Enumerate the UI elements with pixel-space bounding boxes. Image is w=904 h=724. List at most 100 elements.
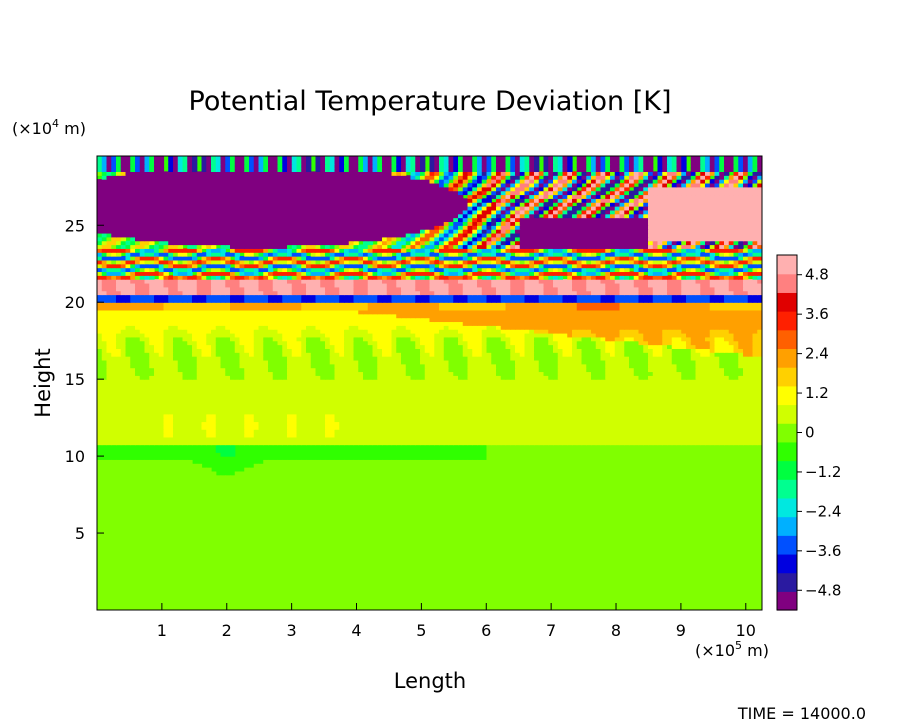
heatmap-cell [572, 498, 578, 503]
heatmap-cell [320, 536, 326, 542]
heatmap-cell [562, 540, 568, 546]
heatmap-cell [534, 606, 540, 610]
heatmap-cell [101, 525, 108, 530]
heatmap-cell [648, 509, 654, 515]
heatmap-cell [681, 540, 687, 546]
heatmap-cell [225, 483, 231, 488]
heatmap-cell [116, 533, 122, 538]
heatmap-cell [648, 517, 654, 523]
heatmap-cell [348, 536, 355, 542]
heatmap-cell [325, 506, 331, 511]
heatmap-cell [572, 590, 578, 596]
heatmap-cell [496, 521, 502, 526]
heatmap-cell [277, 517, 283, 523]
heatmap-cell [253, 552, 260, 557]
heatmap-cell [215, 583, 222, 588]
heatmap-cell [192, 486, 198, 492]
heatmap-cell [215, 586, 222, 592]
heatmap-cell [709, 483, 716, 488]
heatmap-cell [386, 529, 393, 534]
heatmap-cell [325, 483, 331, 488]
heatmap-cell [206, 471, 212, 476]
heatmap-cell [396, 548, 402, 553]
heatmap-cell [206, 567, 212, 573]
heatmap-cell [306, 509, 312, 515]
heatmap-cell [462, 559, 469, 565]
heatmap-cell [605, 598, 611, 603]
heatmap-cell [519, 552, 526, 557]
heatmap-cell [657, 556, 663, 561]
heatmap-cell [391, 602, 397, 607]
heatmap-cell [363, 521, 369, 526]
heatmap-cell [529, 529, 535, 534]
heatmap-cell [234, 548, 241, 553]
heatmap-cell [472, 498, 478, 503]
heatmap-cell [477, 602, 483, 607]
heatmap-cell [339, 571, 345, 576]
heatmap-cell [439, 556, 445, 561]
heatmap-cell [652, 571, 659, 576]
heatmap-cell [211, 506, 217, 511]
heatmap-cell [709, 563, 716, 569]
heatmap-cell [434, 563, 440, 569]
heatmap-cell [325, 494, 331, 500]
heatmap-cell [591, 483, 597, 488]
heatmap-cell [534, 475, 540, 480]
heatmap-cell [652, 563, 659, 569]
heatmap-cell [182, 606, 188, 610]
heatmap-cell [534, 602, 540, 607]
heatmap-cell [401, 513, 407, 519]
heatmap-cell [234, 471, 241, 476]
heatmap-cell [747, 586, 754, 592]
heatmap-cell [524, 533, 530, 538]
heatmap-cell [339, 525, 345, 530]
heatmap-cell [743, 521, 749, 526]
heatmap-cell [462, 544, 469, 550]
heatmap-cell [443, 583, 450, 588]
heatmap-cell [201, 552, 207, 557]
heatmap-cell [154, 486, 160, 492]
heatmap-cell [334, 544, 340, 550]
heatmap-cell [163, 509, 169, 515]
heatmap-cell [420, 598, 426, 603]
heatmap-cell [367, 602, 374, 607]
heatmap-cell [234, 579, 241, 584]
heatmap-cell [168, 483, 174, 488]
heatmap-cell [676, 494, 682, 500]
heatmap-cell [282, 521, 288, 526]
heatmap-cell [315, 579, 321, 584]
heatmap-cell [757, 559, 762, 565]
heatmap-cell [743, 513, 749, 519]
heatmap-cell [757, 475, 762, 480]
heatmap-cell [253, 509, 260, 515]
heatmap-cell [557, 583, 564, 588]
heatmap-cell [467, 471, 473, 476]
heatmap-cell [296, 567, 302, 573]
heatmap-cell [567, 498, 573, 503]
heatmap-cell [367, 471, 374, 476]
heatmap-cell [130, 594, 136, 600]
heatmap-cell [287, 486, 293, 492]
heatmap-cell [339, 559, 345, 565]
heatmap-cell [372, 571, 378, 576]
heatmap-cell [325, 606, 331, 610]
heatmap-cell [477, 579, 483, 584]
heatmap-cell [287, 533, 293, 538]
heatmap-cell [158, 563, 165, 569]
heatmap-cell [709, 586, 716, 592]
heatmap-cell [168, 606, 174, 610]
heatmap-cell [258, 544, 264, 550]
heatmap-cell [154, 563, 160, 569]
heatmap-cell [220, 579, 226, 584]
heatmap-cell [277, 521, 283, 526]
heatmap-cell [158, 506, 165, 511]
heatmap-cell [686, 490, 692, 496]
heatmap-cell [339, 536, 345, 542]
heatmap-cell [757, 509, 762, 515]
heatmap-cell [724, 536, 730, 542]
heatmap-cell [439, 563, 445, 569]
heatmap-cell [624, 598, 630, 603]
heatmap-cell [529, 483, 535, 488]
heatmap-cell [586, 559, 592, 565]
heatmap-cell [106, 594, 112, 600]
